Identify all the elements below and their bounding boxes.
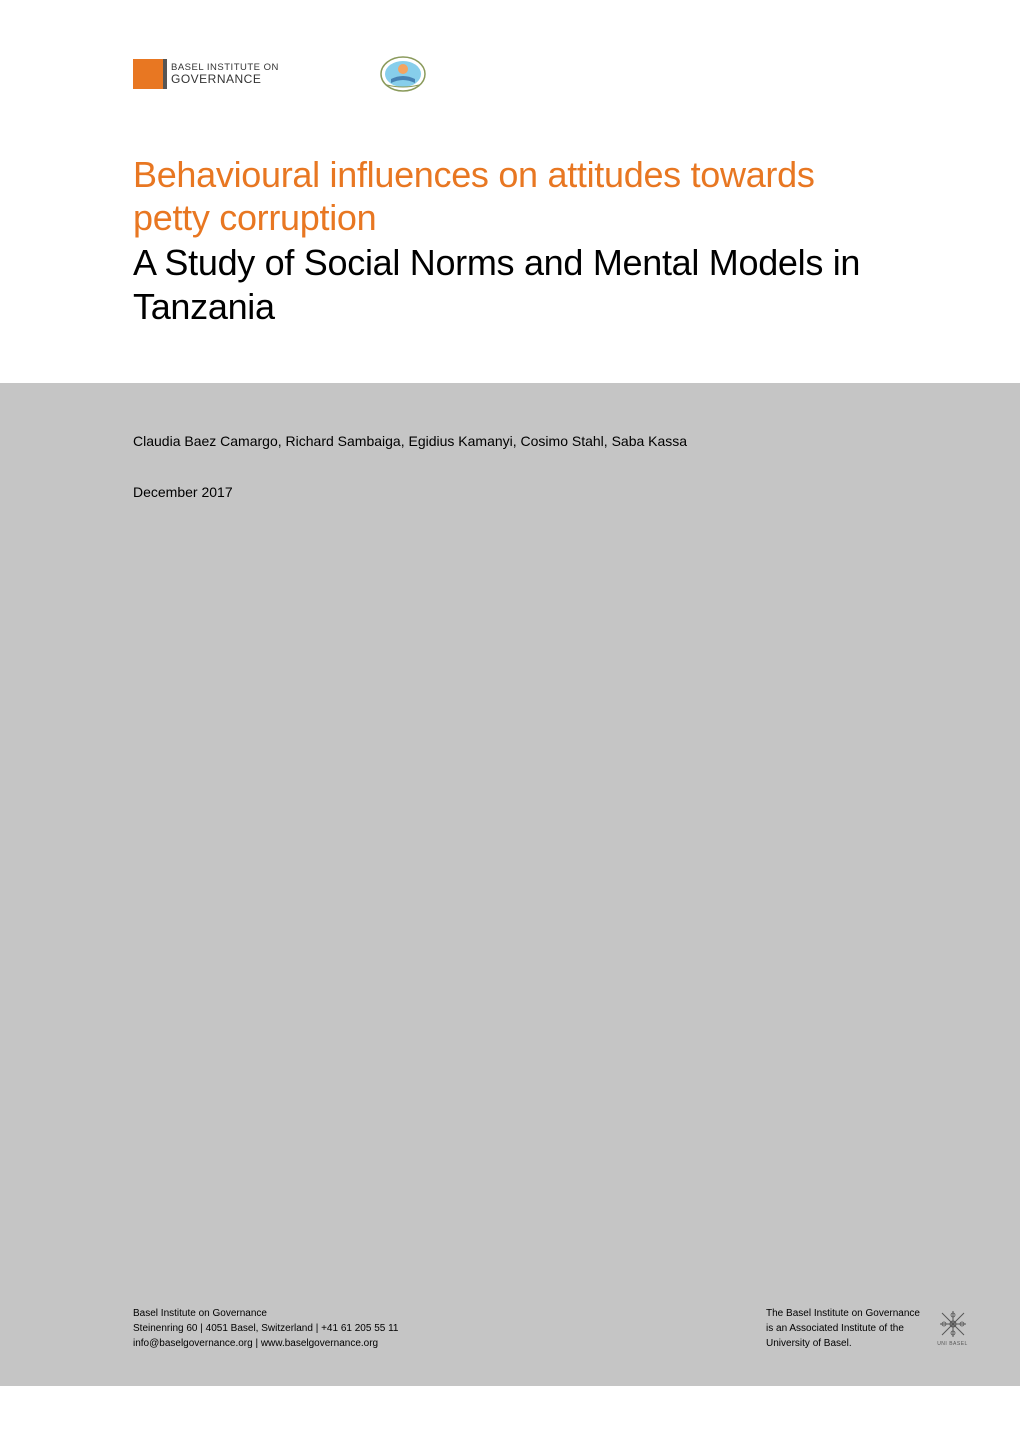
title-subtitle: A Study of Social Norms and Mental Model… [133, 241, 887, 327]
footer-address: Steinenring 60 | 4051 Basel, Switzerland… [133, 1321, 398, 1336]
page-footer: Basel Institute on Governance Steinenrin… [133, 1306, 970, 1351]
basel-institute-logo: BASEL INSTITUTE ON GOVERNANCE [133, 59, 279, 89]
footer-org-name: Basel Institute on Governance [133, 1306, 398, 1321]
authors-text: Claudia Baez Camargo, Richard Sambaiga, … [133, 433, 887, 449]
footer-contact-info: Basel Institute on Governance Steinenrin… [133, 1306, 398, 1351]
university-basel-logo: UNI BASEL [935, 1306, 970, 1351]
title-section: Behavioural influences on attitudes towa… [0, 93, 1020, 328]
footer-affiliation-line2: is an Associated Institute of the [766, 1321, 920, 1336]
basel-logo-mark [133, 59, 163, 89]
footer-email-web: info@baselgovernance.org | www.baselgove… [133, 1336, 398, 1351]
content-gray-section: Claudia Baez Camargo, Richard Sambaiga, … [0, 383, 1020, 1386]
footer-affiliation-text: The Basel Institute on Governance is an … [766, 1306, 920, 1351]
basel-logo-line2: GOVERNANCE [171, 73, 279, 85]
title-primary: Behavioural influences on attitudes towa… [133, 153, 887, 239]
date-text: December 2017 [133, 484, 887, 500]
footer-affiliation-line1: The Basel Institute on Governance [766, 1306, 920, 1321]
footer-affiliation: The Basel Institute on Governance is an … [766, 1306, 970, 1351]
uni-logo-label: UNI BASEL [937, 1341, 968, 1347]
footer-affiliation-line3: University of Basel. [766, 1336, 920, 1351]
basel-logo-text: BASEL INSTITUTE ON GOVERNANCE [171, 63, 279, 85]
partner-emblem-logo [379, 55, 427, 93]
header-logos: BASEL INSTITUTE ON GOVERNANCE [0, 0, 1020, 93]
